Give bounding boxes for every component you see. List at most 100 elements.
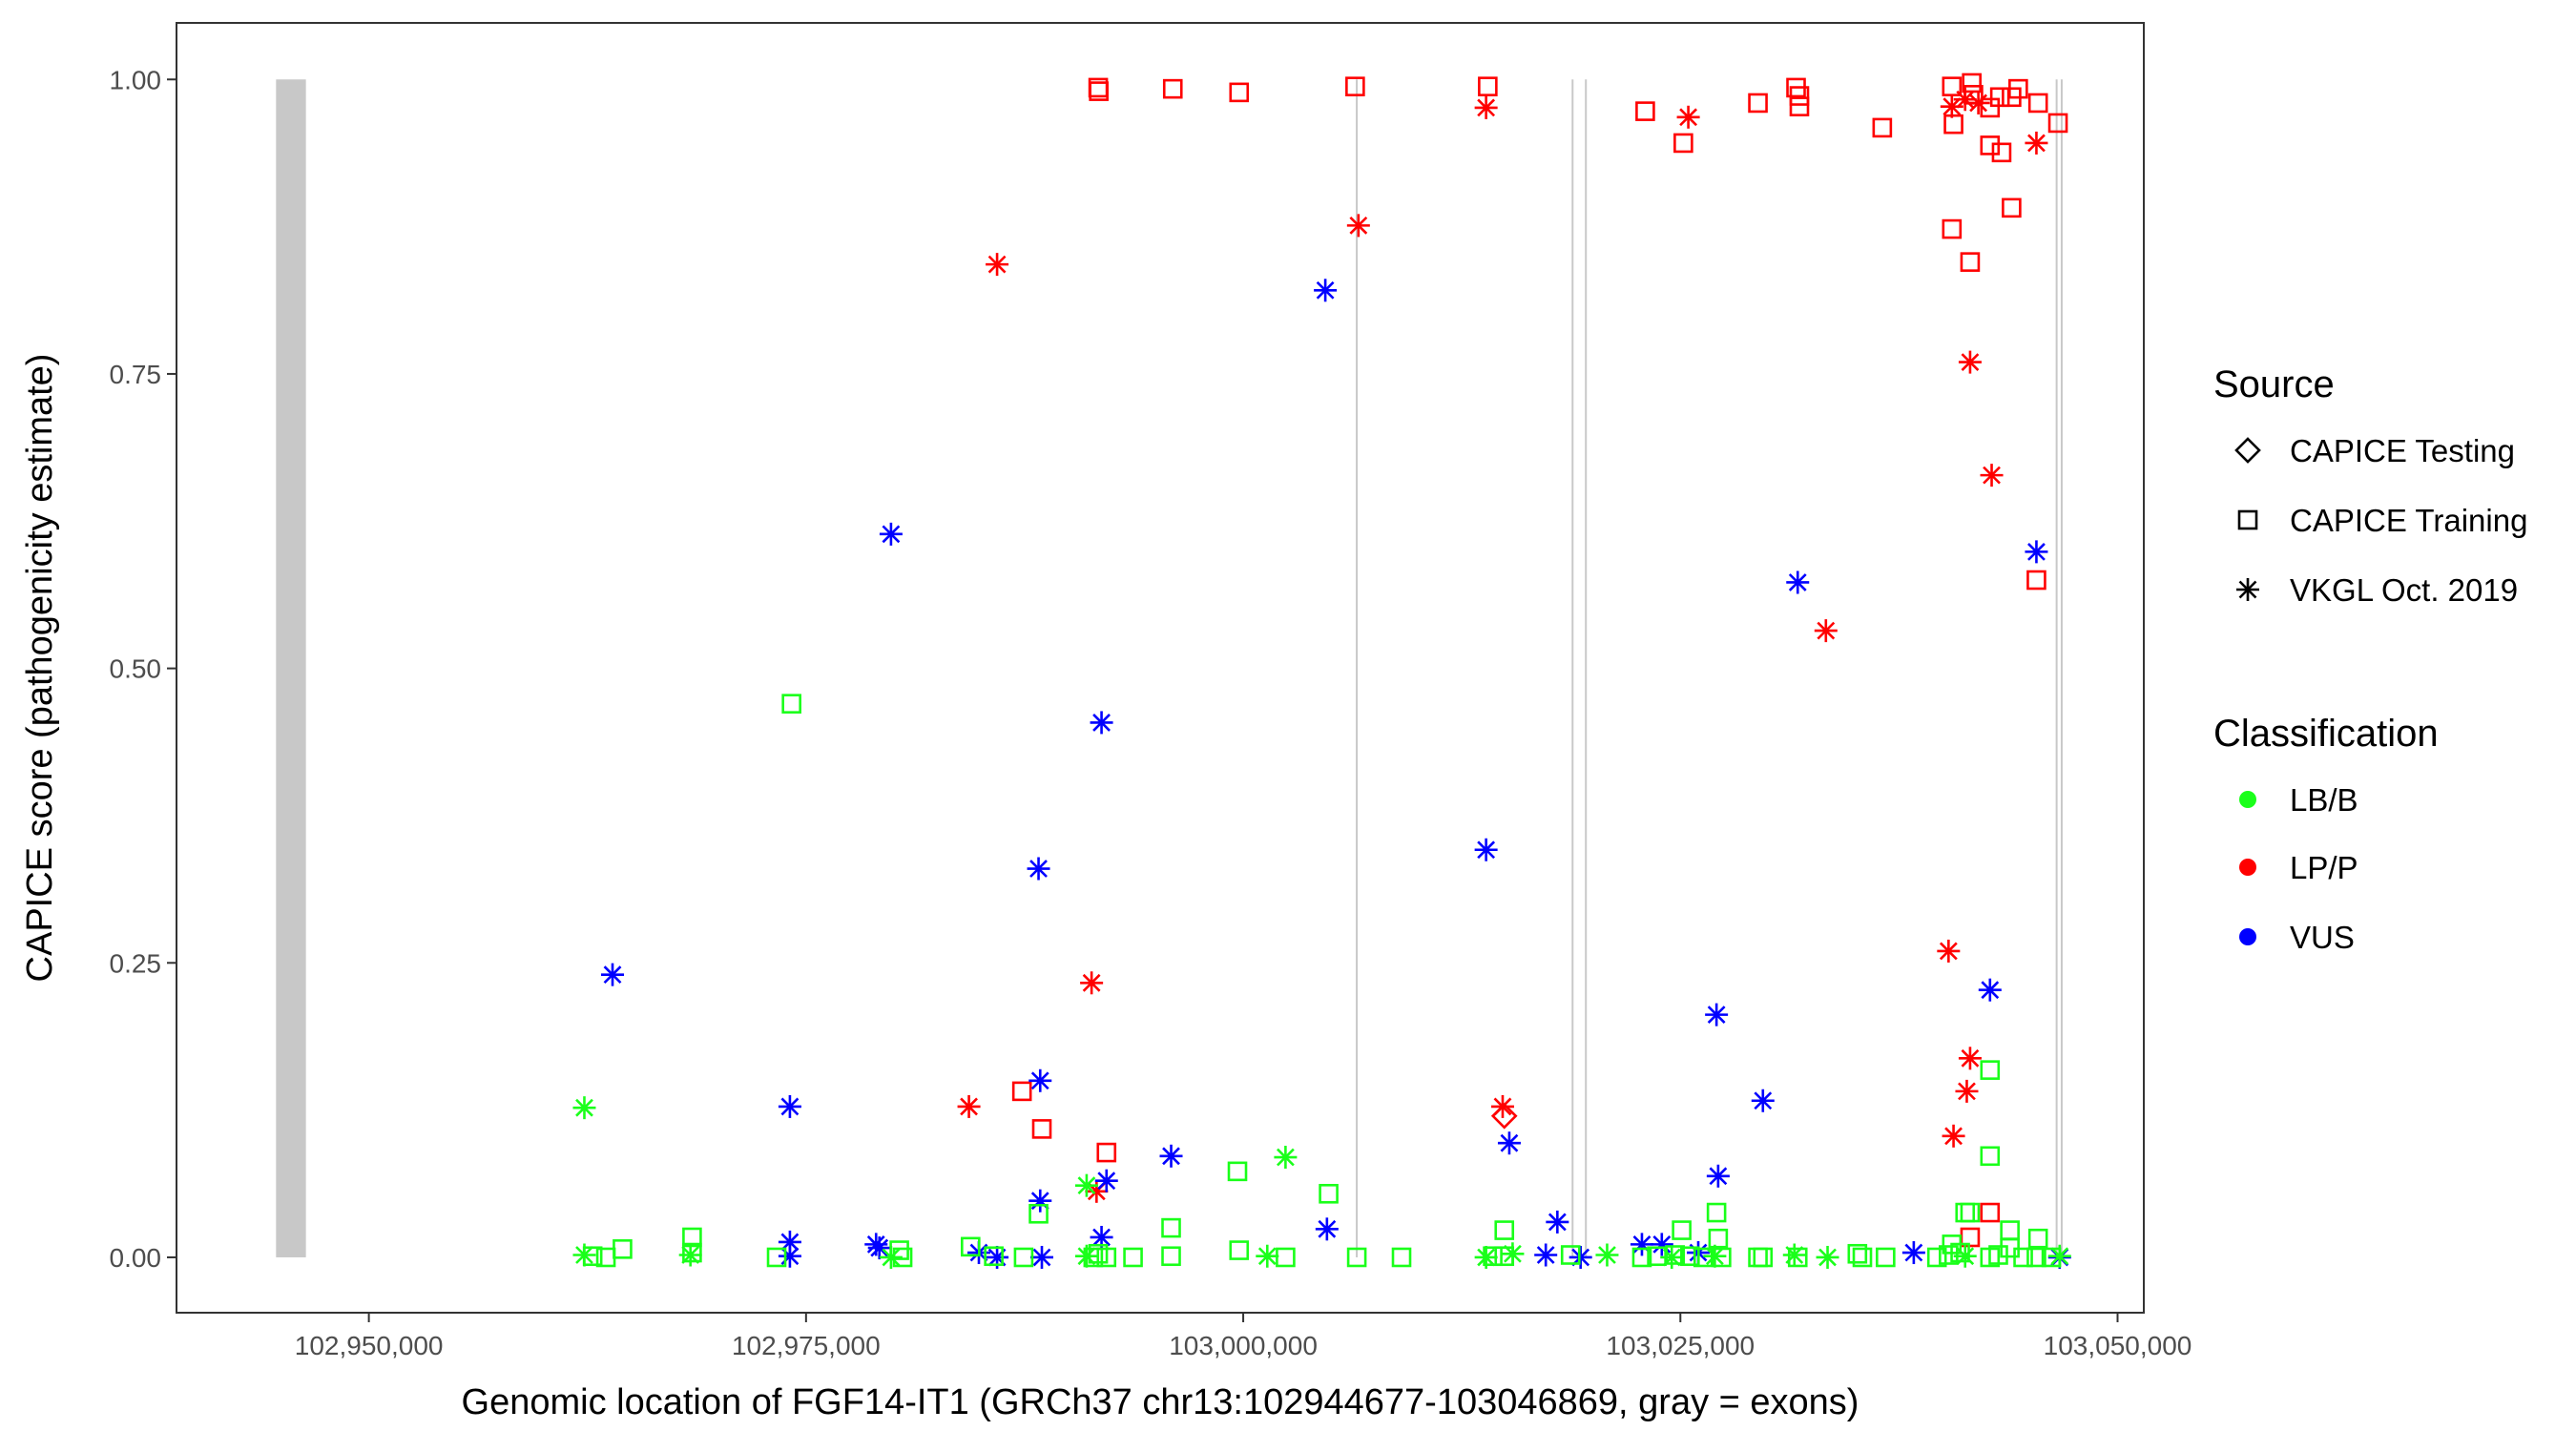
data-point <box>961 1236 981 1257</box>
data-point <box>1816 1245 1839 1269</box>
data-point <box>889 1240 909 1260</box>
data-point <box>1096 1247 1117 1268</box>
x-tick-label: 103,050,000 <box>2044 1331 2192 1360</box>
y-tick-label: 0.50 <box>110 654 162 684</box>
legend-class-label: LB/B <box>2290 782 2358 818</box>
data-point <box>1943 114 1963 135</box>
data-point <box>1635 101 1655 121</box>
data-point <box>1391 1247 1412 1268</box>
data-point <box>1650 1233 1673 1256</box>
data-point <box>1988 1245 2008 1265</box>
data-point <box>1094 1169 1118 1192</box>
data-point <box>1474 838 1498 861</box>
points-layer <box>572 73 2071 1269</box>
x-axis-title: Genomic location of FGF14-IT1 (GRCh37 ch… <box>462 1382 1859 1422</box>
data-point <box>1942 218 1963 239</box>
data-point <box>1673 133 1693 154</box>
data-point <box>1474 95 1498 119</box>
data-point <box>1346 1247 1367 1268</box>
data-point <box>1080 971 1104 995</box>
data-point <box>1786 570 1810 594</box>
data-point <box>1706 1202 1727 1223</box>
data-point <box>1876 1247 1896 1268</box>
data-point <box>1782 1243 1806 1267</box>
y-tick-label: 1.00 <box>110 65 162 94</box>
data-point <box>1162 78 1183 99</box>
data-point <box>1314 279 1338 302</box>
data-point <box>1083 1247 1104 1268</box>
data-point <box>778 1230 801 1254</box>
legend-dot-icon <box>2239 859 2256 876</box>
data-point <box>1096 1142 1117 1163</box>
data-point <box>1937 939 1961 963</box>
data-point <box>1676 105 1700 129</box>
data-point <box>1159 1144 1183 1168</box>
data-point <box>1161 1246 1181 1267</box>
exon-bar <box>2055 79 2058 1257</box>
legend-source-label: CAPICE Testing <box>2290 433 2515 468</box>
data-point <box>1980 464 2004 487</box>
legend-square-icon <box>2237 509 2258 530</box>
exon-bar <box>2060 79 2063 1257</box>
data-point <box>1958 350 1982 374</box>
data-point <box>1595 1243 1619 1267</box>
exon-bar <box>1571 79 1574 1257</box>
data-point <box>1712 1247 1732 1268</box>
data-point <box>1706 1164 1730 1188</box>
data-point <box>1161 1217 1181 1238</box>
data-point <box>1030 1245 1054 1269</box>
x-tick-label: 103,025,000 <box>1606 1331 1755 1360</box>
data-point <box>582 1246 603 1267</box>
data-point <box>1814 619 1838 643</box>
data-point <box>1483 1246 1503 1267</box>
data-point <box>1847 1243 1868 1264</box>
data-point <box>613 1239 633 1259</box>
data-point <box>1346 214 1370 238</box>
y-tick-label: 0.25 <box>110 948 162 978</box>
data-point <box>1966 91 1990 114</box>
data-point <box>1568 1245 1592 1269</box>
legend-diamond-icon <box>2234 437 2261 464</box>
data-point <box>1497 1131 1521 1155</box>
data-point <box>1852 1247 1873 1268</box>
data-point <box>2047 1244 2071 1268</box>
legend-classification-title: Classification <box>2213 713 2439 755</box>
data-point <box>1958 1047 1982 1070</box>
x-tick-label: 102,975,000 <box>732 1331 881 1360</box>
exon-bar <box>1356 79 1359 1257</box>
data-point <box>2002 87 2022 108</box>
data-point <box>2026 570 2046 591</box>
data-point <box>892 1247 913 1268</box>
data-point <box>1013 1247 1034 1268</box>
x-tick-label: 102,950,000 <box>295 1331 444 1360</box>
data-point <box>1501 1242 1525 1266</box>
data-point <box>1494 1220 1515 1240</box>
data-point <box>1345 76 1365 96</box>
data-point <box>781 694 801 714</box>
legend-dot-icon <box>2239 928 2256 945</box>
data-point <box>1955 1079 1979 1103</box>
legend: Source Classification CAPICE Testing CAPI… <box>2213 363 2527 955</box>
data-point <box>1672 1220 1692 1240</box>
data-point <box>1090 711 1113 735</box>
data-point <box>682 1227 702 1248</box>
data-point <box>1665 1245 1686 1265</box>
data-point <box>1980 1060 2001 1080</box>
data-point <box>1534 1243 1558 1267</box>
legend-asterisk-icon <box>2236 578 2259 601</box>
legend-dot-icon <box>2239 791 2256 808</box>
data-point <box>957 1094 981 1118</box>
data-point <box>1901 1241 1925 1265</box>
data-point <box>2002 197 2022 218</box>
data-point <box>1660 1245 1684 1269</box>
data-point <box>1227 1161 1248 1182</box>
data-point <box>1319 1183 1339 1204</box>
data-point <box>1089 81 1109 101</box>
data-point <box>1872 117 1893 138</box>
data-point <box>572 1096 596 1120</box>
data-point <box>1960 1202 1981 1223</box>
exon-layer <box>276 79 2063 1257</box>
y-axis-title: CAPICE score (pathogenicity estimate) <box>20 354 60 983</box>
data-point <box>1953 1244 1977 1268</box>
data-point <box>1980 1146 2001 1167</box>
